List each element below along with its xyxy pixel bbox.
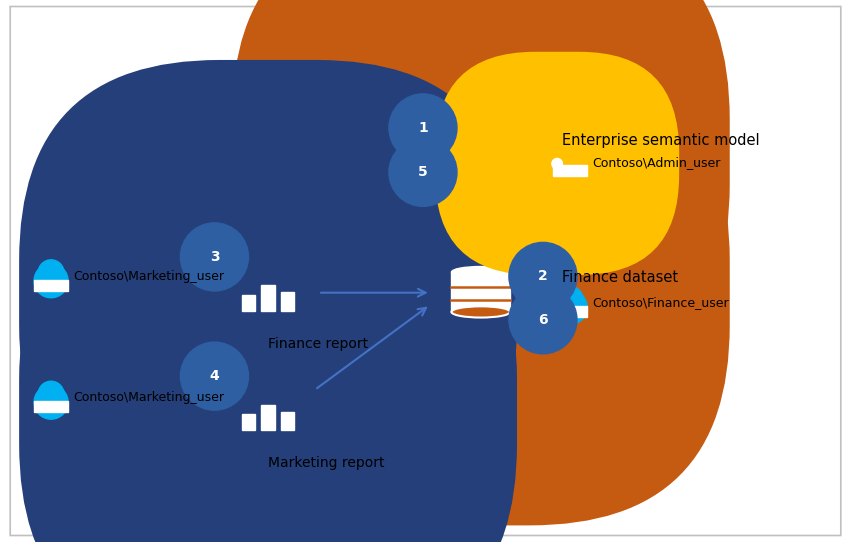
Ellipse shape	[38, 381, 64, 407]
Text: Contoso\Admin_user: Contoso\Admin_user	[592, 156, 721, 169]
Text: Contoso\Marketing_user: Contoso\Marketing_user	[73, 391, 224, 404]
Bar	[281, 411, 294, 430]
Text: 4: 4	[209, 369, 220, 383]
FancyBboxPatch shape	[435, 51, 679, 275]
Bar	[34, 401, 68, 412]
Ellipse shape	[451, 267, 511, 278]
Ellipse shape	[180, 342, 248, 410]
Bar	[261, 405, 275, 430]
Bar	[553, 306, 587, 317]
Text: Finance dataset: Finance dataset	[562, 270, 677, 285]
Bar	[34, 280, 68, 291]
Bar	[261, 286, 275, 311]
Bar	[554, 164, 560, 171]
Ellipse shape	[509, 286, 577, 354]
Text: 5: 5	[418, 165, 428, 179]
FancyBboxPatch shape	[231, 60, 730, 525]
Ellipse shape	[553, 291, 587, 324]
Text: 1: 1	[418, 121, 428, 135]
Text: Contoso\Marketing_user: Contoso\Marketing_user	[73, 270, 224, 283]
Text: 3: 3	[209, 250, 220, 264]
Text: Marketing report: Marketing report	[268, 456, 385, 470]
Bar	[281, 292, 294, 311]
Text: Contoso\Finance_user: Contoso\Finance_user	[592, 296, 729, 309]
Circle shape	[551, 158, 563, 169]
Ellipse shape	[557, 145, 583, 171]
Text: Finance report: Finance report	[268, 337, 368, 351]
Ellipse shape	[451, 165, 511, 177]
Ellipse shape	[509, 242, 577, 311]
Bar	[553, 165, 587, 176]
Text: 2: 2	[538, 269, 548, 283]
FancyBboxPatch shape	[19, 179, 517, 542]
Ellipse shape	[34, 385, 68, 419]
Ellipse shape	[553, 150, 587, 183]
Bar	[451, 131, 510, 171]
Ellipse shape	[38, 260, 64, 286]
FancyBboxPatch shape	[10, 7, 841, 535]
Ellipse shape	[34, 264, 68, 298]
Ellipse shape	[557, 286, 583, 312]
Ellipse shape	[451, 306, 511, 318]
Text: 6: 6	[538, 313, 548, 327]
Bar	[242, 414, 255, 430]
Ellipse shape	[389, 138, 457, 207]
FancyBboxPatch shape	[231, 0, 730, 384]
Ellipse shape	[451, 126, 511, 137]
Ellipse shape	[389, 94, 457, 162]
Text: Enterprise semantic model: Enterprise semantic model	[562, 133, 759, 149]
Ellipse shape	[180, 223, 248, 291]
Bar	[242, 295, 255, 311]
FancyBboxPatch shape	[19, 60, 517, 525]
Bar	[451, 272, 510, 312]
